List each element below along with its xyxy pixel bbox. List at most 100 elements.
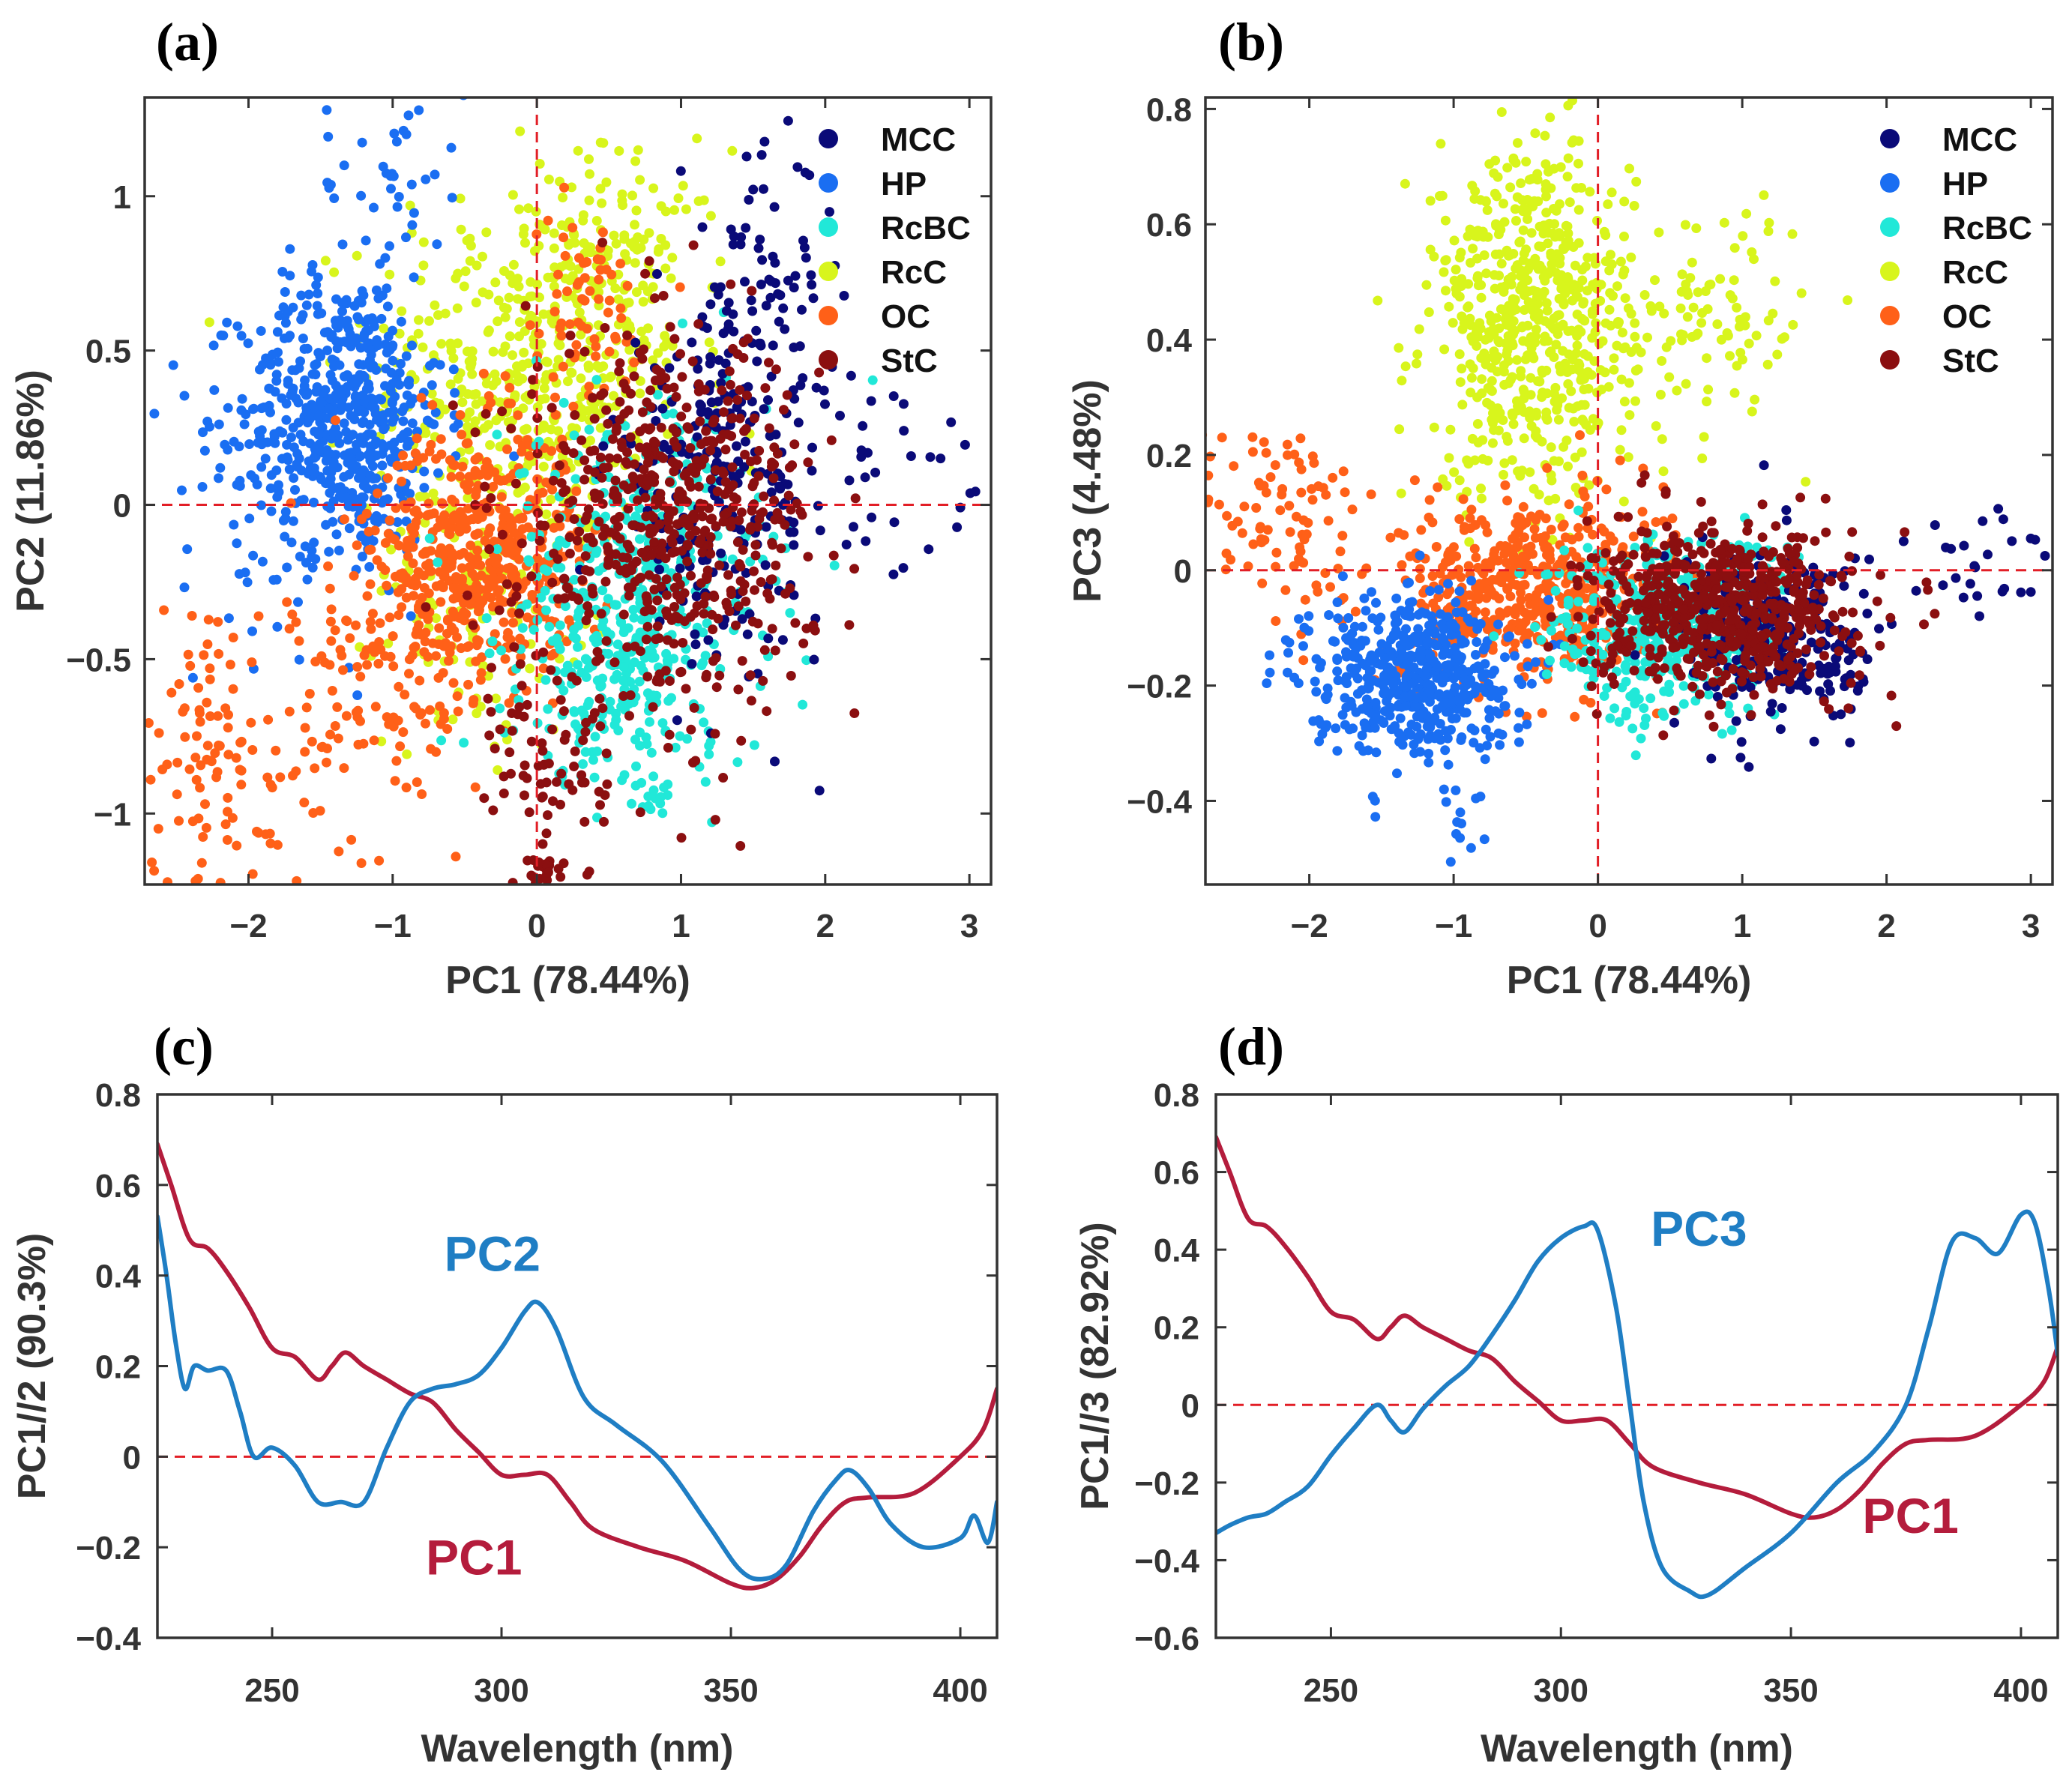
scatter-point — [654, 564, 664, 575]
scatter-point — [570, 746, 580, 756]
scatter-point — [1373, 295, 1383, 306]
scatter-point — [493, 295, 504, 306]
scatter-point — [1521, 157, 1532, 167]
scatter-point — [412, 777, 422, 787]
scatter-point — [1624, 410, 1635, 421]
scatter-point — [765, 594, 775, 604]
scatter-point — [758, 675, 768, 686]
scatter-point — [726, 589, 737, 600]
legend-label-MCC: MCC — [881, 121, 956, 158]
scatter-point — [411, 505, 421, 516]
scatter-point — [213, 711, 223, 721]
scatter-point — [715, 256, 726, 267]
scatter-point — [457, 576, 467, 586]
scatter-point — [786, 504, 796, 515]
scatter-point — [343, 501, 354, 511]
scatter-point — [1636, 347, 1646, 358]
scatter-point — [406, 399, 416, 409]
scatter-point — [771, 430, 781, 440]
scatter-point — [1442, 480, 1452, 491]
scatter-point — [576, 770, 587, 780]
scatter-point — [345, 453, 355, 463]
scatter-point — [361, 235, 371, 246]
scatter-point — [187, 611, 197, 621]
scatter-point — [744, 609, 755, 619]
scatter-point — [597, 198, 607, 208]
scatter-point — [1615, 256, 1626, 267]
scatter-point — [792, 162, 803, 172]
scatter-point — [720, 477, 731, 487]
scatter-point — [1560, 242, 1570, 253]
scatter-point — [172, 757, 183, 768]
scatter-point — [208, 340, 219, 351]
scatter-point — [1544, 495, 1554, 506]
scatter-point — [334, 545, 344, 555]
scatter-point — [222, 835, 232, 845]
scatter-point — [591, 341, 601, 352]
scatter-point — [547, 577, 558, 588]
scatter-point — [1466, 258, 1476, 268]
scatter-point — [531, 206, 541, 217]
legend-marker-HP — [819, 173, 838, 193]
scatter-point — [662, 635, 672, 645]
scatter-point — [311, 387, 322, 397]
scatter-point — [1651, 517, 1661, 527]
scatter-point — [287, 609, 298, 620]
scatter-point — [759, 136, 770, 147]
scatter-point — [396, 316, 406, 327]
scatter-point — [1493, 425, 1504, 436]
scatter-point — [850, 493, 861, 504]
scatter-point — [1702, 353, 1712, 364]
scatter-point — [520, 238, 530, 248]
scatter-point — [741, 223, 751, 233]
scatter-point — [570, 238, 580, 248]
plot-area-b — [1205, 97, 2053, 885]
scatter-point — [600, 323, 610, 333]
scatter-point — [639, 335, 649, 346]
scatter-point — [650, 293, 660, 304]
scatter-point — [564, 532, 575, 543]
scatter-point — [1444, 301, 1454, 312]
scatter-point — [1445, 546, 1455, 556]
scatter-point — [1427, 571, 1438, 581]
scatter-point — [452, 691, 463, 702]
scatter-point — [1535, 260, 1545, 271]
scatter-point — [1560, 532, 1570, 543]
scatter-point — [1687, 257, 1697, 268]
scatter-point — [653, 390, 663, 400]
scatter-point — [572, 535, 582, 546]
scatter-point — [658, 453, 669, 463]
scatter-point — [493, 765, 503, 775]
scatter-point — [675, 282, 685, 292]
scatter-point — [1325, 582, 1335, 592]
scatter-point — [315, 806, 325, 816]
scatter-point — [746, 696, 756, 706]
scatter-point — [294, 636, 304, 646]
scatter-point — [1366, 489, 1376, 499]
scatter-point — [571, 340, 582, 350]
scatter-point — [614, 511, 624, 522]
scatter-point — [424, 498, 434, 509]
scatter-point — [356, 514, 367, 525]
scatter-point — [517, 524, 528, 534]
scatter-point — [1519, 387, 1529, 397]
scatter-point — [499, 789, 509, 798]
scatter-point — [469, 390, 478, 400]
scatter-point — [328, 516, 338, 527]
scatter-point — [1482, 624, 1493, 634]
scatter-point — [638, 297, 648, 307]
scatter-point — [642, 621, 653, 632]
scatter-point — [1532, 175, 1543, 185]
scatter-point — [1577, 415, 1588, 425]
scatter-point — [541, 828, 552, 839]
scatter-point — [465, 599, 475, 609]
scatter-point — [468, 620, 478, 630]
scatter-point — [235, 738, 246, 748]
scatter-point — [346, 430, 357, 441]
scatter-point — [676, 833, 687, 843]
scatter-point — [478, 368, 489, 379]
scatter-point — [285, 271, 295, 281]
scatter-point — [636, 522, 646, 533]
scatter-point — [1843, 295, 1853, 305]
scatter-point — [500, 371, 511, 382]
